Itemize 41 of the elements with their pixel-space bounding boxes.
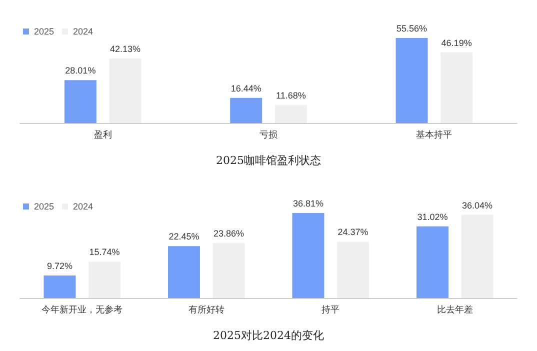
- text: 2025对比2024的变化: [213, 329, 324, 342]
- data-label: 11.68%: [276, 90, 306, 101]
- bar: [337, 242, 370, 298]
- x-tick-label: 今年新开业，无参考: [42, 304, 123, 316]
- data-label: 16.44%: [230, 83, 262, 94]
- bar: [416, 226, 448, 298]
- data-label: 31.02%: [417, 212, 448, 222]
- data-label: 36.81%: [292, 198, 324, 208]
- bar: [440, 52, 473, 123]
- legend-label: 2024: [73, 202, 94, 212]
- bar: [292, 213, 324, 298]
- data-label: 46.19%: [441, 38, 472, 48]
- x-tick-label: 盈利: [94, 130, 112, 140]
- data-label: 55.56%: [396, 24, 428, 34]
- bar: [109, 58, 142, 123]
- data-label: 28.01%: [65, 66, 96, 76]
- data-label: 22.45%: [168, 232, 200, 242]
- bar: [44, 276, 76, 298]
- data-label: 23.86%: [214, 228, 244, 238]
- bar: [461, 214, 494, 298]
- x-tick-label: 有所好转: [188, 304, 224, 316]
- bar: [64, 80, 96, 123]
- x-tick-label: 持平: [322, 304, 340, 316]
- bar: [274, 105, 307, 123]
- data-label: 15.74%: [89, 247, 120, 258]
- bar: [88, 262, 121, 298]
- x-tick-label: 比去年差: [436, 304, 473, 316]
- data-label: 42.13%: [110, 44, 140, 54]
- data-label: 36.04%: [462, 200, 493, 210]
- x-tick-label: 基本持平: [416, 130, 452, 140]
- x-tick-label: 亏损: [260, 130, 278, 140]
- legend-label: 2025: [34, 26, 54, 36]
- bar: [168, 246, 200, 298]
- legend-label: 2024: [73, 26, 94, 36]
- data-label: 24.37%: [338, 227, 368, 238]
- text: 2025咖啡馆盈利状态: [216, 154, 321, 167]
- bar: [230, 98, 262, 123]
- bar: [212, 242, 245, 298]
- bar: [396, 38, 428, 123]
- data-label: 9.72%: [46, 261, 72, 272]
- legend-label: 2025: [34, 202, 54, 212]
